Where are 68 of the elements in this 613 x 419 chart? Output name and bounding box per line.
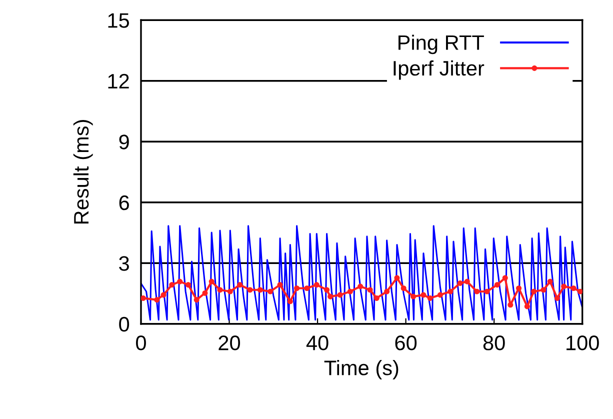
point bbox=[561, 284, 567, 290]
point bbox=[400, 285, 406, 292]
point bbox=[227, 288, 233, 294]
y-tick-label: 9 bbox=[119, 134, 129, 150]
point bbox=[194, 297, 200, 303]
point bbox=[502, 275, 508, 281]
point bbox=[208, 278, 214, 284]
point bbox=[247, 287, 253, 293]
point bbox=[384, 288, 390, 294]
point bbox=[287, 298, 293, 304]
point bbox=[484, 288, 490, 294]
point bbox=[394, 275, 400, 281]
point bbox=[294, 285, 300, 292]
y-tick-label: 15 bbox=[108, 13, 130, 28]
point bbox=[177, 278, 183, 284]
point bbox=[367, 287, 373, 293]
x-tick-label: 20 bbox=[218, 336, 240, 350]
point bbox=[169, 282, 175, 288]
point bbox=[237, 282, 243, 288]
point bbox=[358, 284, 364, 290]
point bbox=[448, 288, 454, 294]
x-tick-label: 40 bbox=[306, 336, 328, 350]
point bbox=[257, 287, 263, 293]
point bbox=[328, 294, 334, 300]
y-tick-label: 12 bbox=[108, 74, 129, 88]
point bbox=[324, 287, 330, 293]
point bbox=[202, 290, 208, 296]
point bbox=[277, 282, 283, 288]
line-series bbox=[140, 225, 582, 321]
x-tick-label: 100 bbox=[566, 336, 599, 350]
point bbox=[268, 288, 274, 294]
point bbox=[457, 280, 463, 286]
x-axis-title: Time (s) bbox=[324, 360, 398, 380]
y-tick-label: 6 bbox=[119, 195, 129, 210]
point bbox=[437, 292, 444, 298]
point bbox=[474, 288, 480, 294]
point bbox=[185, 282, 191, 288]
point bbox=[410, 294, 416, 300]
point bbox=[347, 288, 353, 294]
point bbox=[570, 285, 576, 292]
y-tick-label: 0 bbox=[119, 316, 130, 332]
point bbox=[154, 297, 160, 303]
point bbox=[420, 292, 426, 298]
point bbox=[217, 287, 223, 293]
point bbox=[508, 302, 514, 308]
x-tick-label: 0 bbox=[136, 336, 146, 350]
point bbox=[427, 295, 433, 301]
point bbox=[314, 282, 320, 288]
point bbox=[524, 304, 530, 310]
point bbox=[464, 278, 470, 284]
point bbox=[337, 292, 343, 298]
legend-label: Ping RTT bbox=[398, 34, 484, 54]
point bbox=[494, 282, 500, 288]
point bbox=[540, 287, 546, 293]
point bbox=[554, 295, 560, 301]
x-tick-label: 60 bbox=[395, 336, 417, 350]
point bbox=[140, 295, 146, 301]
point bbox=[531, 288, 537, 294]
point bbox=[516, 285, 522, 292]
point bbox=[577, 288, 582, 294]
y-axis-title: Result (ms) bbox=[73, 120, 93, 224]
point bbox=[374, 295, 380, 301]
y-tick-label: 3 bbox=[119, 256, 129, 271]
point bbox=[547, 278, 553, 284]
legend-label: Iperf Jitter bbox=[394, 60, 484, 80]
point bbox=[304, 285, 310, 292]
x-tick-label: 80 bbox=[483, 336, 505, 350]
point bbox=[160, 292, 166, 298]
